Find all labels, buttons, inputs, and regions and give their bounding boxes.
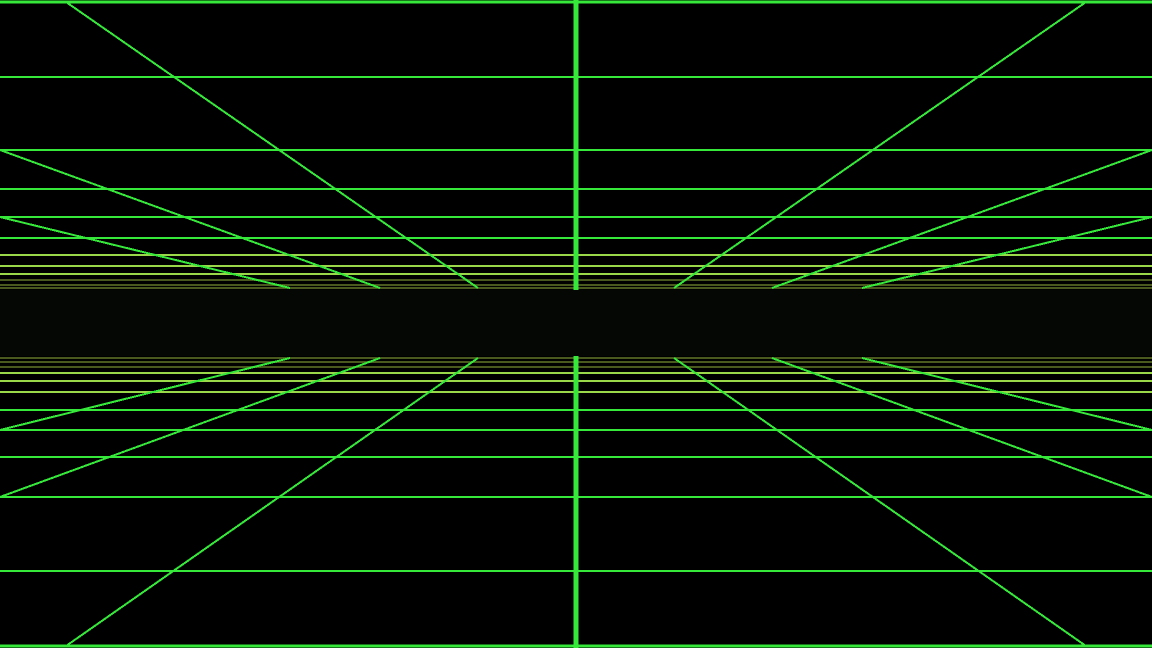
floor-diagonal-line [673,357,1087,647]
ceiling-diagonal-line [0,149,381,289]
ceiling-diagonal-line [0,216,291,289]
ceiling-diagonal-line [65,1,479,289]
floor-diagonal-line [65,357,479,647]
floor-diagonal-line [771,357,1152,498]
horizon-band [0,290,1152,356]
ceiling-diagonal-line [861,216,1152,289]
floor-diagonal-line [861,357,1152,431]
floor-diagonal-line [0,357,291,431]
ceiling-diagonal-line [673,1,1087,289]
ceiling-diagonal-line [771,149,1152,289]
floor-diagonal-line [0,357,381,498]
